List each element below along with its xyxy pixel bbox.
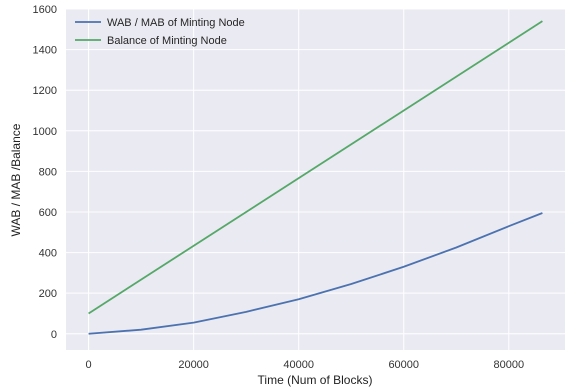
x-axis-label: Time (Num of Blocks)	[258, 373, 373, 387]
series-layer	[88, 20, 543, 335]
x-tick-labels: 0 20000 40000 60000 80000	[86, 359, 525, 371]
y-axis-label: WAB / MAB /Balance	[9, 123, 23, 236]
y-tick-label: 0	[51, 329, 57, 341]
y-tick-label: 1200	[33, 85, 57, 97]
series-line-balance	[88, 20, 543, 315]
y-tick-label: 1600	[33, 4, 57, 16]
series-line-wab-mab	[88, 212, 543, 335]
y-tick-label: 400	[39, 248, 57, 260]
x-tick-label: 20000	[178, 359, 209, 371]
y-tick-label: 600	[39, 207, 57, 219]
y-tick-labels: 0 200 400 600 800 1000 1200 1400 1600	[33, 4, 57, 341]
y-tick-label: 1000	[33, 126, 57, 138]
plot-background	[66, 9, 565, 350]
x-tick-label: 80000	[493, 359, 524, 371]
y-tick-label: 1400	[33, 45, 57, 57]
x-tick-label: 60000	[388, 359, 419, 371]
legend-label-wab: WAB / MAB of Minting Node	[107, 17, 245, 29]
x-tick-label: 0	[86, 359, 92, 371]
legend-label-balance: Balance of Minting Node	[107, 35, 227, 47]
y-tick-label: 800	[39, 166, 57, 178]
y-tick-label: 200	[39, 288, 57, 300]
x-tick-label: 40000	[283, 359, 314, 371]
grid	[66, 8, 565, 350]
legend: WAB / MAB of Minting Node Balance of Min…	[75, 17, 245, 47]
